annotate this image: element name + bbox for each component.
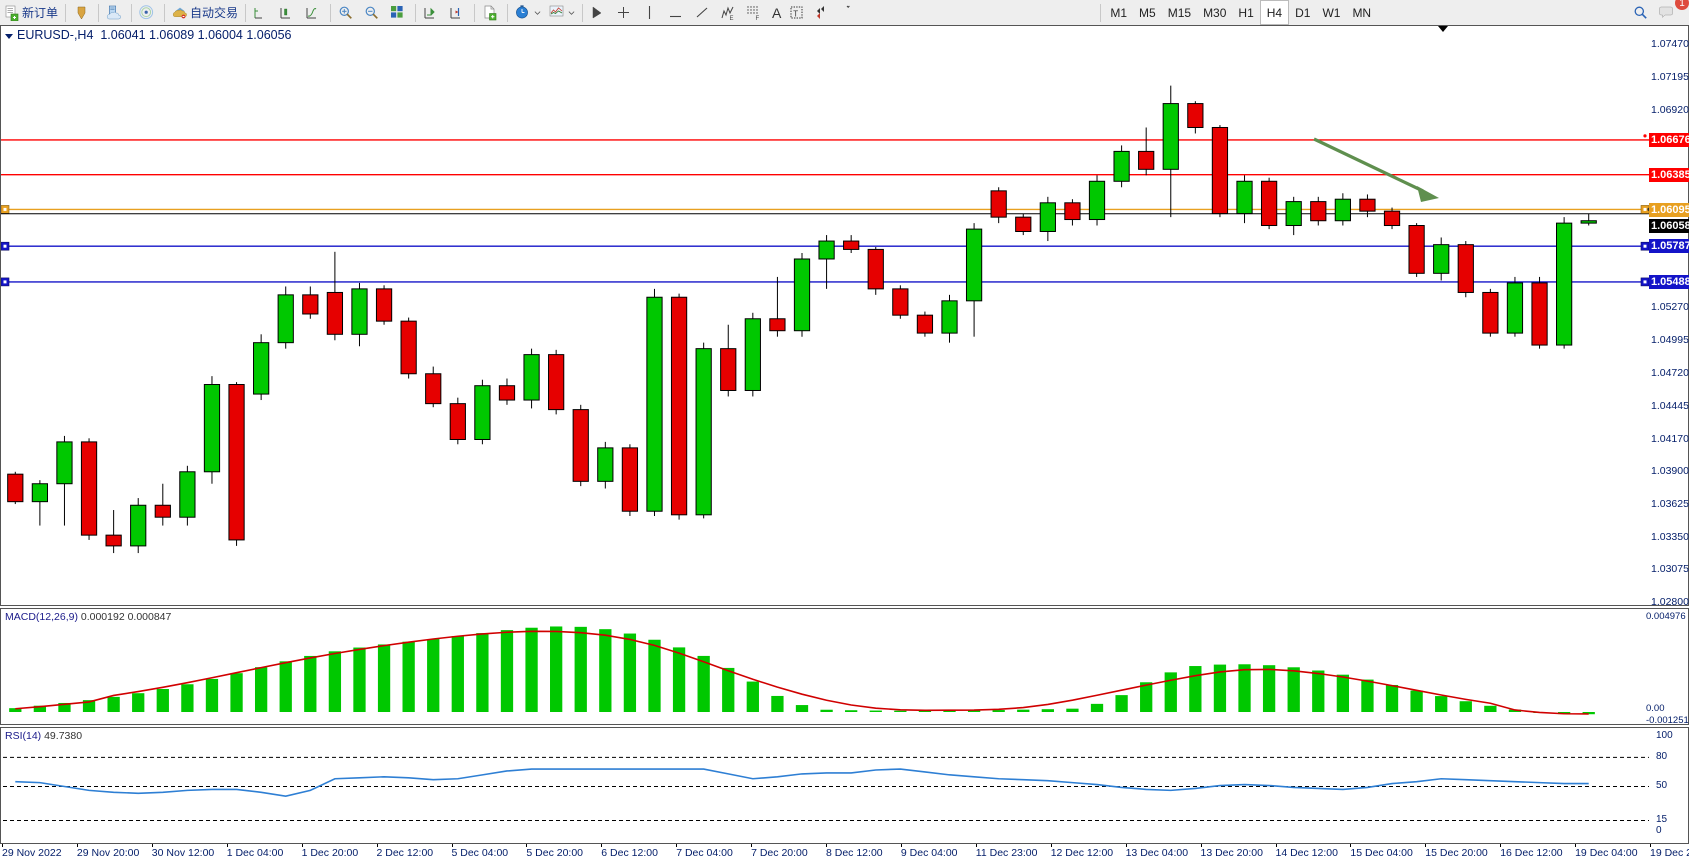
svg-text:E: E [730,16,734,21]
svg-text:F: F [756,16,760,21]
svg-text:T: T [794,9,799,18]
